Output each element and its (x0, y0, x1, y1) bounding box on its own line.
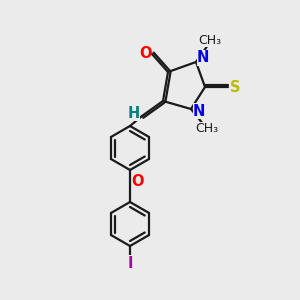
Text: O: O (139, 46, 151, 61)
Text: N: N (197, 50, 209, 65)
Text: S: S (230, 80, 240, 94)
Text: CH₃: CH₃ (195, 122, 219, 136)
Text: CH₃: CH₃ (198, 34, 222, 46)
Text: H: H (128, 106, 140, 121)
Text: N: N (193, 103, 205, 118)
Text: O: O (132, 173, 144, 188)
Text: I: I (127, 256, 133, 271)
